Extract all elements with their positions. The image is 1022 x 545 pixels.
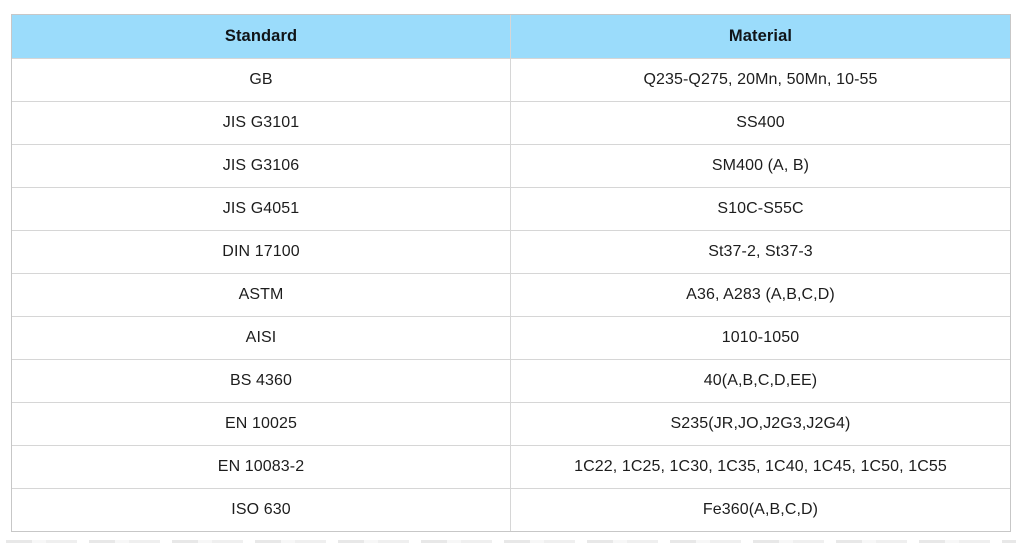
standard-cell: AISI [12, 317, 511, 359]
material-cell: SS400 [736, 114, 785, 131]
material-cell: Fe360(A,B,C,D) [702, 501, 819, 518]
cutoff-content-line [6, 540, 1016, 543]
table-row: ISO 630 Fe360(A,B,C,D) [12, 488, 1010, 531]
standard-cell: GB [12, 59, 511, 101]
table-row: BS 4360 40(A,B,C,D,EE) [12, 359, 1010, 402]
material-cell: St37-2, St37-3 [708, 243, 813, 260]
standard-cell: ASTM [12, 274, 511, 316]
material-cell: 1010-1050 [721, 329, 800, 346]
standard-cell: EN 10025 [12, 403, 511, 445]
standards-materials-table: Standard Material GB Q235-Q275, 20Mn, 50M… [11, 14, 1011, 532]
column-header-standard: Standard [12, 15, 511, 58]
material-cell: SM400 (A, B) [711, 157, 810, 174]
table-header-row: Standard Material [12, 15, 1010, 58]
standard-cell: EN 10083-2 [12, 446, 511, 488]
table-row: EN 10025 S235(JR,JO,J2G3,J2G4) [12, 402, 1010, 445]
standard-cell: BS 4360 [12, 360, 511, 402]
material-cell: 1C22, 1C25, 1C30, 1C35, 1C40, 1C45, 1C50… [574, 458, 947, 475]
standard-cell: JIS G4051 [12, 188, 511, 230]
table-row: DIN 17100 St37-2, St37-3 [12, 230, 1010, 273]
table-row: JIS G3106 SM400 (A, B) [12, 144, 1010, 187]
material-cell: 40(A,B,C,D,EE) [703, 372, 818, 389]
material-cell: S10C-S55C [717, 200, 804, 217]
material-cell: A36, A283 (A,B,C,D) [686, 286, 835, 303]
standard-cell: DIN 17100 [12, 231, 511, 273]
table-row: JIS G3101 SS400 [12, 101, 1010, 144]
standard-cell: ISO 630 [12, 489, 511, 531]
standard-cell: JIS G3106 [12, 145, 511, 187]
table-row: EN 10083-2 1C22, 1C25, 1C30, 1C35, 1C40, … [12, 445, 1010, 488]
table-row: JIS G4051 S10C-S55C [12, 187, 1010, 230]
table-row: GB Q235-Q275, 20Mn, 50Mn, 10-55 [12, 58, 1010, 101]
material-cell: Q235-Q275, 20Mn, 50Mn, 10-55 [643, 71, 878, 88]
table-row: ASTM A36, A283 (A,B,C,D) [12, 273, 1010, 316]
table-row: AISI 1010-1050 [12, 316, 1010, 359]
table-body: GB Q235-Q275, 20Mn, 50Mn, 10-55 JIS G3101 S… [12, 58, 1010, 531]
material-cell: S235(JR,JO,J2G3,J2G4) [670, 415, 851, 432]
standard-cell: JIS G3101 [12, 102, 511, 144]
column-header-material: Material [728, 27, 793, 45]
